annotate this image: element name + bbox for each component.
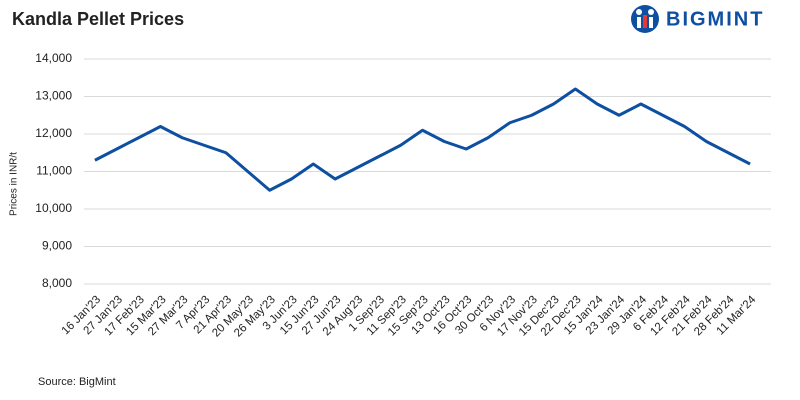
y-tick-label: 10,000 bbox=[35, 201, 72, 215]
y-tick-label: 8,000 bbox=[42, 276, 72, 290]
logo-icon bbox=[631, 5, 659, 33]
y-tick-label: 14,000 bbox=[35, 51, 72, 65]
brand: BIGMINT bbox=[666, 8, 764, 30]
chart-title: Kandla Pellet Prices bbox=[12, 9, 184, 29]
price-line bbox=[94, 87, 751, 192]
y-tick-label: 12,000 bbox=[35, 126, 72, 140]
y-tick-label: 9,000 bbox=[42, 239, 72, 253]
source: Source: BigMint bbox=[38, 376, 116, 388]
y-tick-label: 13,000 bbox=[35, 89, 72, 103]
y-axis-label: Prices in INR/t bbox=[9, 152, 20, 216]
y-tick-label: 11,000 bbox=[36, 164, 72, 178]
